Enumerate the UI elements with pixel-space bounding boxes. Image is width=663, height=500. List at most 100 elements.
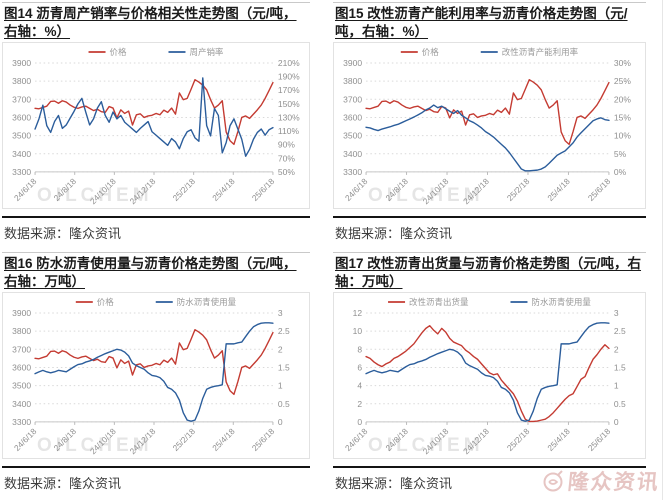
svg-text:周产销率: 周产销率 bbox=[189, 47, 223, 57]
chart-figure15: OILCHEM 3900 3800 3700 3600 3500 3400 3300 30% 25… bbox=[333, 42, 646, 209]
svg-text:OILCHEM: OILCHEM bbox=[368, 435, 483, 456]
svg-text:8: 8 bbox=[357, 344, 362, 354]
data-source-label: 数据来源：隆众资讯 bbox=[335, 476, 453, 491]
svg-text:3400: 3400 bbox=[12, 149, 31, 159]
svg-text:3300: 3300 bbox=[12, 417, 31, 427]
svg-text:130%: 130% bbox=[278, 113, 300, 123]
divider-rule bbox=[333, 466, 646, 468]
svg-text:2: 2 bbox=[357, 399, 362, 409]
svg-text:3800: 3800 bbox=[12, 326, 31, 336]
svg-text:改性沥青出货量: 改性沥青出货量 bbox=[409, 297, 469, 307]
svg-text:1: 1 bbox=[614, 381, 619, 391]
chart-title-figure14: 图14 沥青周产销率与价格相关性走势图（元/吨，右轴：%） bbox=[4, 6, 297, 39]
svg-text:0%: 0% bbox=[614, 167, 627, 177]
svg-text:防水沥青使用量: 防水沥青使用量 bbox=[177, 297, 237, 307]
svg-text:OILCHEM: OILCHEM bbox=[37, 185, 152, 206]
svg-text:150%: 150% bbox=[278, 99, 300, 109]
svg-text:3: 3 bbox=[278, 308, 283, 318]
svg-text:0: 0 bbox=[614, 417, 619, 427]
svg-text:0: 0 bbox=[357, 417, 362, 427]
svg-text:24/6/18: 24/6/18 bbox=[12, 426, 39, 453]
chart-title-figure16: 图16 防水沥青使用量与沥青价格走势图（元/吨，右轴：万吨） bbox=[4, 256, 297, 289]
data-source-label: 数据来源：隆众资讯 bbox=[4, 226, 122, 241]
line-chart-figure15: OILCHEM 3900 3800 3700 3600 3500 3400 3300 30% 25… bbox=[343, 47, 631, 206]
svg-text:20%: 20% bbox=[614, 94, 631, 104]
svg-text:3900: 3900 bbox=[12, 58, 31, 68]
svg-text:25/2/18: 25/2/18 bbox=[505, 426, 532, 453]
svg-text:3400: 3400 bbox=[343, 149, 362, 159]
divider-rule bbox=[2, 216, 310, 218]
svg-text:25/4/18: 25/4/18 bbox=[545, 176, 572, 203]
svg-text:25/4/18: 25/4/18 bbox=[210, 426, 237, 453]
svg-text:3500: 3500 bbox=[12, 381, 31, 391]
svg-text:30%: 30% bbox=[614, 58, 631, 68]
svg-text:0: 0 bbox=[278, 417, 283, 427]
svg-text:25/2/18: 25/2/18 bbox=[170, 176, 197, 203]
svg-text:3700: 3700 bbox=[343, 94, 362, 104]
svg-text:50%: 50% bbox=[278, 167, 295, 177]
chart-figure14: OILCHEM 3900 3800 3700 3600 3500 3400 3300 210% 1… bbox=[2, 42, 310, 209]
svg-text:3900: 3900 bbox=[12, 308, 31, 318]
svg-text:3600: 3600 bbox=[12, 363, 31, 373]
svg-text:25/6/18: 25/6/18 bbox=[250, 426, 277, 453]
panel-figure16: 图16 防水沥青使用量与沥青价格走势图（元/吨，右轴：万吨） OILCHEM 39… bbox=[2, 252, 310, 494]
svg-text:4: 4 bbox=[357, 381, 362, 391]
divider-rule bbox=[333, 216, 646, 218]
svg-text:5%: 5% bbox=[614, 149, 627, 159]
svg-text:OILCHEM: OILCHEM bbox=[368, 185, 483, 206]
svg-text:3800: 3800 bbox=[343, 76, 362, 86]
svg-text:12: 12 bbox=[353, 308, 363, 318]
svg-text:190%: 190% bbox=[278, 72, 300, 82]
svg-text:210%: 210% bbox=[278, 58, 300, 68]
panel-figure15: 图15 改性沥青产能利用率与沥青价格走势图（元/吨，右轴：%） OILCHEM 3… bbox=[333, 2, 646, 244]
svg-text:25/6/18: 25/6/18 bbox=[250, 176, 277, 203]
svg-text:3900: 3900 bbox=[343, 58, 362, 68]
svg-text:2: 2 bbox=[614, 344, 619, 354]
svg-text:25/4/18: 25/4/18 bbox=[210, 176, 237, 203]
svg-text:2.5: 2.5 bbox=[278, 326, 290, 336]
svg-text:3500: 3500 bbox=[12, 131, 31, 141]
chart-title-figure17: 图17 改性沥青出货量与沥青价格走势图（元/吨，右轴：万吨） bbox=[335, 256, 642, 289]
svg-text:25/6/18: 25/6/18 bbox=[586, 426, 613, 453]
panel-figure14: 图14 沥青周产销率与价格相关性走势图（元/吨，右轴：%） OILCHEM 390… bbox=[2, 2, 310, 244]
svg-text:3300: 3300 bbox=[12, 167, 31, 177]
svg-text:防水沥青使用量: 防水沥青使用量 bbox=[531, 297, 591, 307]
svg-text:改性沥青产能利用率: 改性沥青产能利用率 bbox=[502, 47, 579, 57]
chart-figure17: OILCHEM 12 10 8 6 4 2 0 3 2.5 2 1.5 1 0.5 0 24/6/18 24/8… bbox=[333, 292, 646, 459]
svg-text:1.5: 1.5 bbox=[614, 363, 626, 373]
svg-text:3800: 3800 bbox=[12, 76, 31, 86]
svg-text:2.5: 2.5 bbox=[614, 326, 626, 336]
svg-text:价格: 价格 bbox=[110, 47, 127, 57]
svg-text:90%: 90% bbox=[278, 140, 295, 150]
svg-text:3700: 3700 bbox=[12, 94, 31, 104]
chart-figure16: OILCHEM 3900 3800 3700 3600 3500 3400 3300 3 2.5 2… bbox=[2, 292, 310, 459]
svg-text:1: 1 bbox=[278, 381, 283, 391]
svg-text:24/6/18: 24/6/18 bbox=[12, 176, 39, 203]
svg-text:3700: 3700 bbox=[12, 344, 31, 354]
svg-text:价格: 价格 bbox=[97, 297, 114, 307]
svg-text:24/6/18: 24/6/18 bbox=[343, 426, 370, 453]
line-chart-figure16: OILCHEM 3900 3800 3700 3600 3500 3400 3300 3 2.5 2… bbox=[12, 297, 290, 456]
svg-text:3500: 3500 bbox=[343, 131, 362, 141]
svg-text:3600: 3600 bbox=[12, 113, 31, 123]
svg-text:110%: 110% bbox=[278, 126, 300, 136]
svg-text:70%: 70% bbox=[278, 153, 295, 163]
svg-text:3600: 3600 bbox=[343, 113, 362, 123]
panel-figure17: 图17 改性沥青出货量与沥青价格走势图（元/吨，右轴：万吨） OILCHEM 12… bbox=[333, 252, 646, 494]
svg-text:0.5: 0.5 bbox=[278, 399, 290, 409]
chart-title-figure15: 图15 改性沥青产能利用率与沥青价格走势图（元/吨，右轴：%） bbox=[335, 6, 628, 39]
svg-text:6: 6 bbox=[357, 363, 362, 373]
svg-text:15%: 15% bbox=[614, 113, 631, 123]
svg-text:170%: 170% bbox=[278, 85, 300, 95]
svg-text:25/2/18: 25/2/18 bbox=[170, 426, 197, 453]
data-source-label: 数据来源：隆众资讯 bbox=[335, 226, 453, 241]
divider-rule bbox=[2, 466, 310, 468]
svg-text:0.5: 0.5 bbox=[614, 399, 626, 409]
svg-text:2: 2 bbox=[278, 344, 283, 354]
svg-text:OILCHEM: OILCHEM bbox=[37, 435, 152, 456]
svg-text:1.5: 1.5 bbox=[278, 363, 290, 373]
svg-text:10%: 10% bbox=[614, 131, 631, 141]
svg-text:3300: 3300 bbox=[343, 167, 362, 177]
